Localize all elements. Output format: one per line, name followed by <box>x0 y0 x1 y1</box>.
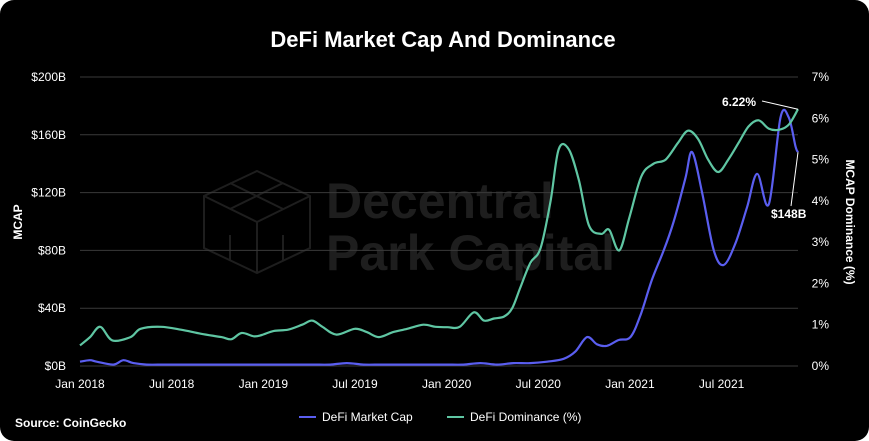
y-axis-right-ticks: 0% 1% 2% 3% 4% 5% 6% 7% <box>812 70 830 373</box>
x-tick-label: Jul 2018 <box>149 377 195 391</box>
y2-tick-label: 0% <box>812 359 830 373</box>
series-line-defi-market-cap <box>79 108 800 366</box>
y-tick-label: $200B <box>31 70 66 84</box>
y-tick-label: $40B <box>38 301 66 315</box>
x-tick-label: Jul 2020 <box>516 377 562 391</box>
chart-title: DeFi Market Cap And Dominance <box>270 27 615 52</box>
source-note: Source: CoinGecko <box>15 416 126 430</box>
legend: DeFi Market Cap DeFi Dominance (%) <box>299 410 581 424</box>
watermark-logo <box>203 169 311 275</box>
annotation-leader-dominance <box>761 100 799 110</box>
annotation-dominance-label: 6.22% <box>722 95 756 109</box>
x-tick-label: Jan 2019 <box>239 377 289 391</box>
annotation-mcap-label: $148B <box>771 207 807 221</box>
x-tick-label: Jul 2021 <box>699 377 745 391</box>
y-axis-right-title: MCAP Dominance (%) <box>843 159 857 284</box>
y-tick-label: $160B <box>31 128 66 142</box>
legend-label-defi-dominance: DeFi Dominance (%) <box>470 410 581 424</box>
y-axis-left-title: MCAP <box>11 204 25 239</box>
y-tick-label: $0B <box>45 359 66 373</box>
x-tick-label: Jan 2018 <box>55 377 105 391</box>
y2-tick-label: 1% <box>812 318 830 332</box>
y-axis-left-ticks: $0B $40B $80B $120B $160B $200B <box>31 70 66 373</box>
y2-tick-label: 3% <box>812 235 830 249</box>
y2-tick-label: 2% <box>812 276 830 290</box>
watermark-text-2: Park Capital <box>326 225 615 281</box>
y-tick-label: $80B <box>38 243 66 257</box>
x-tick-label: Jan 2021 <box>605 377 655 391</box>
series-line-defi-dominance <box>79 108 799 347</box>
y2-tick-label: 7% <box>812 70 830 84</box>
y2-tick-label: 5% <box>812 153 830 167</box>
grid-lines <box>80 76 798 367</box>
y2-tick-label: 6% <box>812 111 830 125</box>
watermark-text-1: Decentral <box>326 173 554 229</box>
y2-tick-label: 4% <box>812 194 830 208</box>
legend-label-defi-market-cap: DeFi Market Cap <box>322 410 413 424</box>
x-tick-label: Jan 2020 <box>422 377 472 391</box>
x-axis-ticks: Jan 2018 Jul 2018 Jan 2019 Jul 2019 Jan 2020… <box>55 377 744 391</box>
annotation-leader-mcap <box>790 152 799 207</box>
x-tick-label: Jul 2019 <box>332 377 378 391</box>
y-tick-label: $120B <box>31 186 66 200</box>
